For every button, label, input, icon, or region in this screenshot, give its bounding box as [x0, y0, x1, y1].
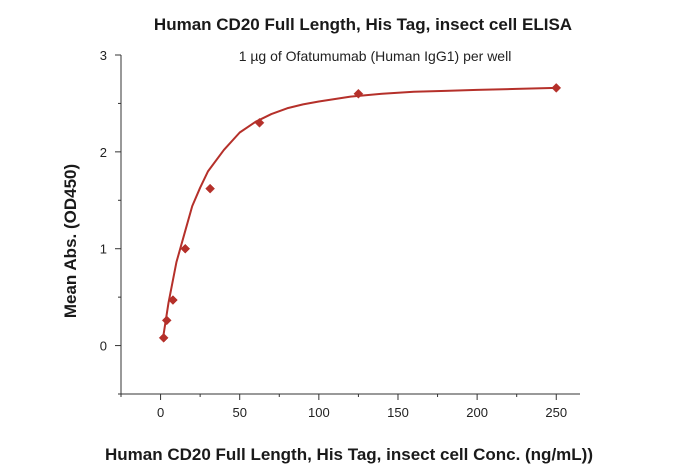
x-tick-label: 0: [157, 405, 164, 420]
data-point-marker: [180, 243, 191, 254]
chart-title: Human CD20 Full Length, His Tag, insect …: [154, 15, 572, 34]
data-point-marker: [168, 295, 178, 305]
data-point-marker: [161, 315, 172, 326]
x-axis-label: Human CD20 Full Length, His Tag, insect …: [105, 445, 593, 464]
x-tick-label: 250: [545, 405, 567, 420]
x-tick-label: 150: [387, 405, 409, 420]
x-tick-label: 100: [308, 405, 330, 420]
chart-subtitle: 1 µg of Ofatumumab (Human IgG1) per well: [239, 48, 512, 64]
y-tick-label: 2: [100, 145, 107, 160]
data-point-marker: [158, 332, 169, 343]
data-point-marker: [254, 117, 265, 128]
x-tick-label: 200: [466, 405, 488, 420]
data-point-marker: [551, 83, 562, 93]
fit-curve-line: [162, 86, 558, 335]
plot-area: 0 1 2 3 0 50 100 150 200 250: [100, 48, 580, 420]
y-tick-label: 0: [100, 339, 107, 354]
y-tick-label: 3: [100, 48, 107, 63]
data-point-marker: [353, 88, 364, 99]
data-point-marker: [205, 183, 215, 194]
y-tick-label: 1: [100, 242, 107, 257]
x-tick-label: 50: [232, 405, 246, 420]
y-axis-label: Mean Abs. (OD450): [61, 164, 80, 318]
